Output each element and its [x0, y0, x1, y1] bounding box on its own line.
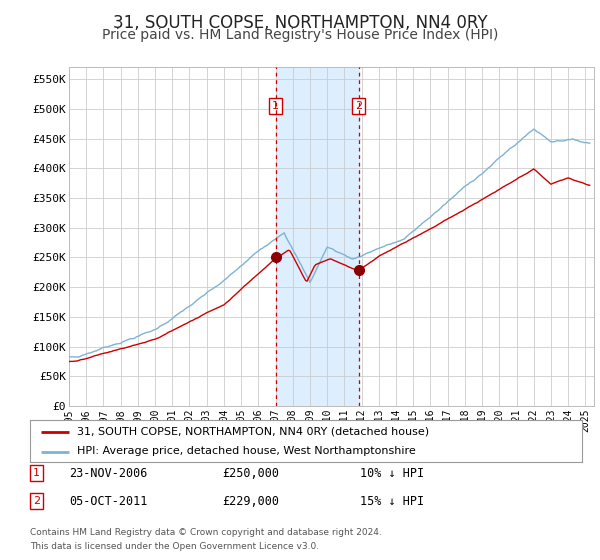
Text: 05-OCT-2011: 05-OCT-2011 — [69, 494, 148, 508]
Text: 15% ↓ HPI: 15% ↓ HPI — [360, 494, 424, 508]
Bar — [275, 67, 359, 406]
Text: 10% ↓ HPI: 10% ↓ HPI — [360, 466, 424, 480]
Text: 1: 1 — [33, 468, 40, 478]
Text: HPI: Average price, detached house, West Northamptonshire: HPI: Average price, detached house, West… — [77, 446, 416, 456]
Text: 23-NOV-2006: 23-NOV-2006 — [69, 466, 148, 480]
Text: 1: 1 — [272, 101, 279, 111]
Text: 31, SOUTH COPSE, NORTHAMPTON, NN4 0RY: 31, SOUTH COPSE, NORTHAMPTON, NN4 0RY — [113, 14, 487, 32]
Text: 2: 2 — [355, 101, 362, 111]
Text: This data is licensed under the Open Government Licence v3.0.: This data is licensed under the Open Gov… — [30, 542, 319, 550]
Text: 2: 2 — [33, 496, 40, 506]
Text: Contains HM Land Registry data © Crown copyright and database right 2024.: Contains HM Land Registry data © Crown c… — [30, 528, 382, 536]
Text: Price paid vs. HM Land Registry's House Price Index (HPI): Price paid vs. HM Land Registry's House … — [102, 28, 498, 42]
Text: £250,000: £250,000 — [222, 466, 279, 480]
Text: 31, SOUTH COPSE, NORTHAMPTON, NN4 0RY (detached house): 31, SOUTH COPSE, NORTHAMPTON, NN4 0RY (d… — [77, 427, 429, 437]
Text: £229,000: £229,000 — [222, 494, 279, 508]
